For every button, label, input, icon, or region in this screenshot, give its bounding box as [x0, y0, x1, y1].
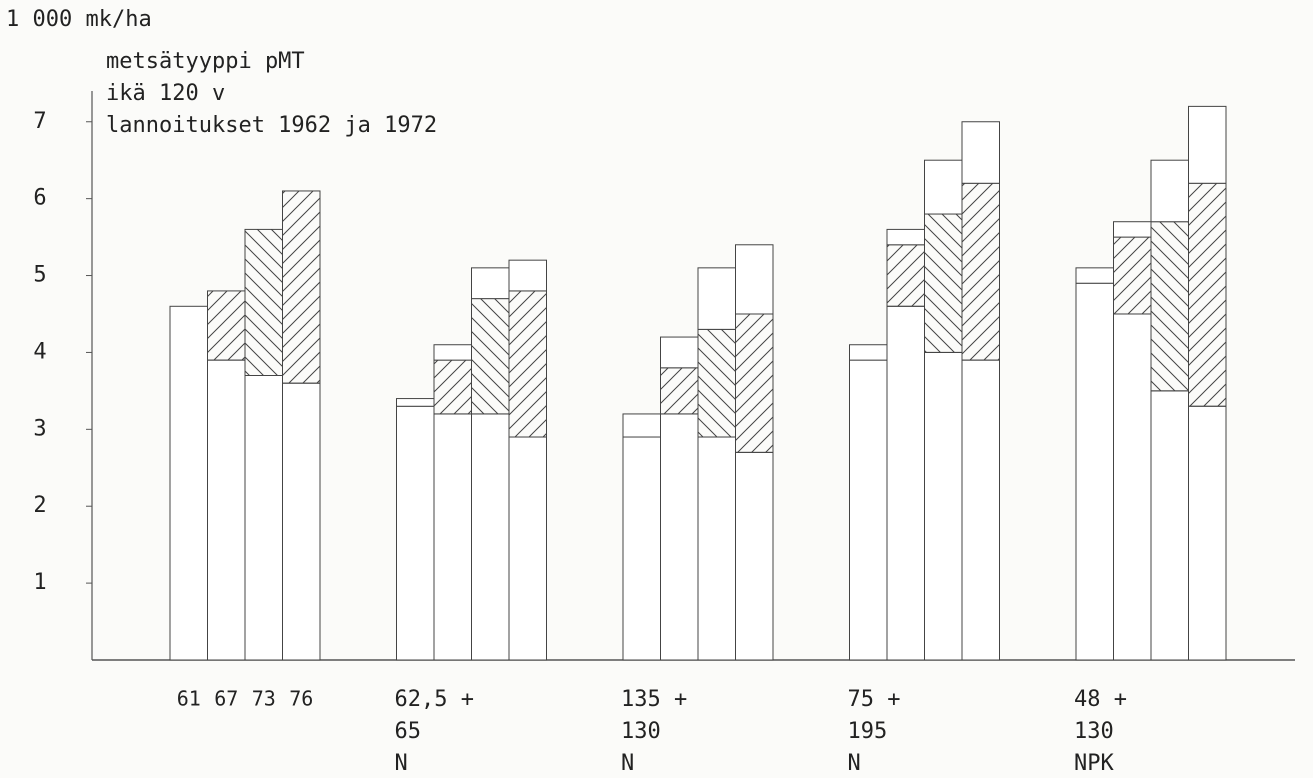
bar-segment [849, 359, 888, 661]
bar-segment [1075, 267, 1114, 284]
bar-segment [244, 228, 283, 376]
bar-segment [1075, 282, 1114, 661]
y-axis-label: 1 000 mk/ha [6, 7, 152, 32]
bar-segment [169, 305, 208, 661]
group-label: NPK [1074, 751, 1114, 776]
bar-segment [849, 344, 888, 361]
bar-segment [660, 336, 699, 369]
bar-segment [697, 436, 736, 661]
bar-segment [244, 375, 283, 661]
group-label: N [395, 751, 408, 776]
bar-segment [433, 359, 472, 415]
bar-segment [1150, 159, 1189, 223]
bar-segment [735, 313, 774, 453]
bar-segment [1150, 390, 1189, 661]
bar-segment [1113, 313, 1152, 661]
bar-segment [471, 413, 510, 661]
bar-segment [396, 398, 435, 407]
bar-segment [924, 213, 963, 353]
group-label: 195 [848, 719, 888, 744]
y-tick-label: 2 [33, 493, 46, 518]
bar-segment [622, 436, 661, 661]
bar-segment [207, 359, 246, 661]
bar-segment [622, 413, 661, 438]
x-tick-label: 76 [289, 687, 313, 711]
group-label: N [848, 751, 861, 776]
bar-segment [697, 328, 736, 438]
group-label: 62,5 + [395, 687, 474, 712]
x-tick-label: 73 [252, 687, 276, 711]
group-label: 48 + [1074, 687, 1127, 712]
group-label: 65 [395, 719, 422, 744]
group-label: 130 [621, 719, 661, 744]
bar-segment [735, 451, 774, 661]
group-label: N [621, 751, 634, 776]
bar-segment [433, 413, 472, 661]
bar-segment [886, 228, 925, 246]
bar-segment [471, 267, 510, 300]
bar-segment [471, 298, 510, 415]
bar-segment [961, 359, 1000, 661]
bar-segment [660, 413, 699, 661]
bar-segment [396, 405, 435, 661]
bar-segment [282, 382, 321, 661]
bar-segment [1188, 182, 1227, 407]
annotation: lannoitukset 1962 ja 1972 [106, 113, 437, 138]
bar-segment [1188, 405, 1227, 661]
bar-segment [282, 190, 321, 384]
bar-segment [735, 244, 774, 315]
bar-segment [433, 344, 472, 361]
bar-segment [886, 305, 925, 661]
bar-segment [660, 367, 699, 415]
bar-segment [508, 259, 547, 292]
y-tick-label: 5 [33, 263, 46, 288]
bar-segment [961, 182, 1000, 361]
bar-segment [1188, 105, 1227, 184]
y-tick-label: 6 [33, 186, 46, 211]
bar-segment [1150, 221, 1189, 392]
y-tick-label: 4 [33, 339, 46, 364]
annotation: ikä 120 v [106, 81, 225, 106]
bar-segment [924, 351, 963, 661]
y-tick-label: 7 [33, 109, 46, 134]
bar-segment [1113, 221, 1152, 238]
y-tick-label: 1 [33, 570, 46, 595]
bar-segment [924, 159, 963, 215]
bar-segment [207, 290, 246, 361]
bar-segment [1113, 236, 1152, 315]
x-tick-label: 67 [214, 687, 238, 711]
annotation: metsätyyppi pMT [106, 49, 305, 74]
bar-segment [961, 121, 1000, 184]
x-tick-label: 61 [177, 687, 201, 711]
group-label: 130 [1074, 719, 1114, 744]
y-tick-label: 3 [33, 416, 46, 441]
bar-segment [886, 244, 925, 307]
group-label: 75 + [848, 687, 901, 712]
bar-segment [508, 436, 547, 661]
bar-segment [697, 267, 736, 330]
bar-segment [508, 290, 547, 438]
group-label: 135 + [621, 687, 687, 712]
